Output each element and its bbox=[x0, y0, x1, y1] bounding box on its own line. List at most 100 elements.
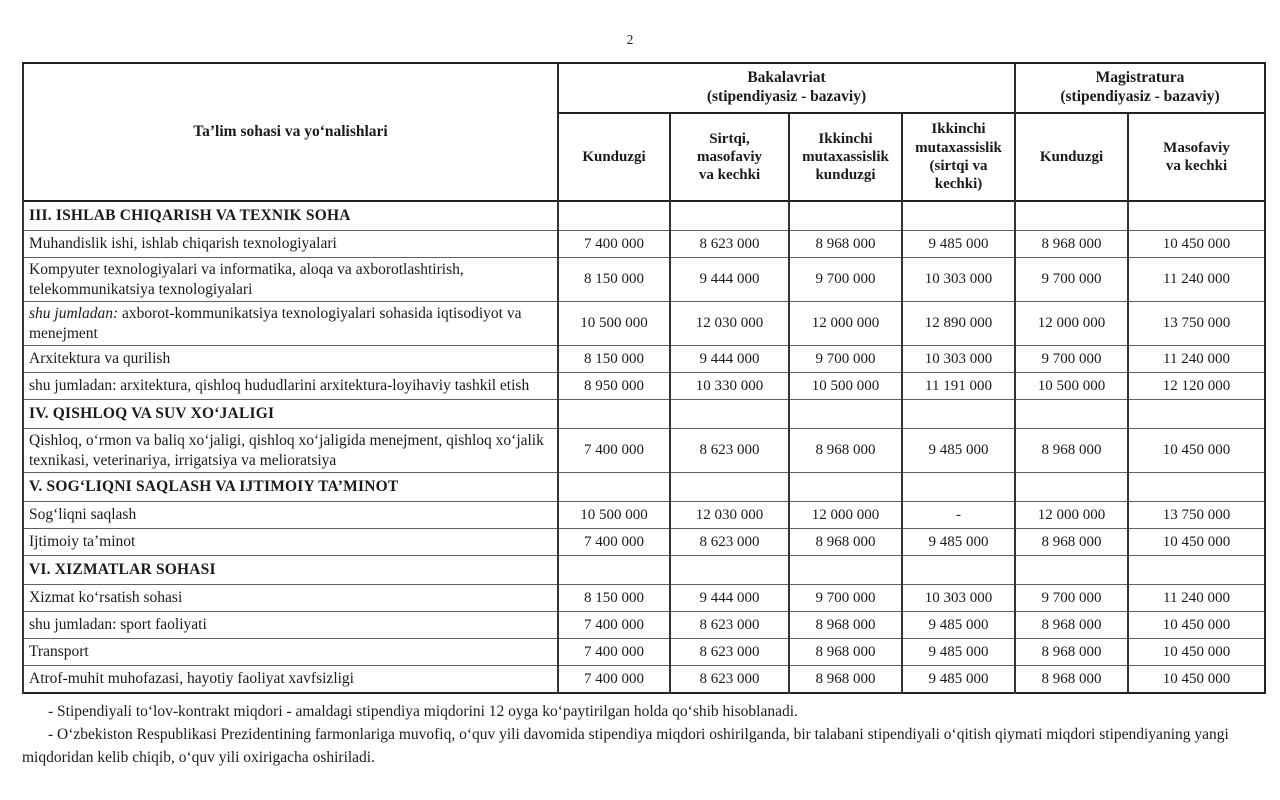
row-label: Ijtimoiy ta’minot bbox=[22, 528, 558, 556]
fee-value-cell: 9 485 000 bbox=[901, 611, 1015, 639]
fee-value-cell: 8 623 000 bbox=[669, 611, 789, 639]
fee-value-cell: 10 500 000 bbox=[557, 301, 670, 346]
fee-value-cell bbox=[1014, 472, 1128, 502]
table-row: shu jumladan: sport faoliyati 7 400 000 8 … bbox=[22, 611, 1265, 639]
fee-value-cell bbox=[557, 555, 670, 585]
row-label: Arxitektura va qurilish bbox=[22, 345, 558, 373]
fee-value-cell bbox=[788, 399, 902, 429]
group-header-magistratura: Magistratura (stipendiyasiz - bazaviy) bbox=[1014, 62, 1265, 113]
fee-value-cell: 9 485 000 bbox=[901, 528, 1015, 556]
fee-value-cell: 7 400 000 bbox=[557, 428, 670, 473]
table-row: Atrof-muhit muhofazasi, hayotiy faoliyat… bbox=[22, 665, 1265, 694]
fee-value-cell bbox=[1127, 200, 1265, 231]
fee-value-cell: - bbox=[901, 501, 1015, 529]
fee-value-cell: 12 030 000 bbox=[669, 301, 789, 346]
footnotes: - Stipendiyali to‘lov-kontrakt miqdori -… bbox=[22, 700, 1262, 769]
table-row: shu jumladan: axborot-kommunikatsiya tex… bbox=[22, 301, 1265, 346]
row-label-italic-prefix: shu jumladan: bbox=[29, 305, 119, 323]
fee-value-cell: 7 400 000 bbox=[557, 528, 670, 556]
row-label: Kompyuter texnologiyalari va informatika… bbox=[22, 256, 558, 302]
table-row: Xizmat ko‘rsatish sohasi 8 150 000 9 444 0… bbox=[22, 584, 1265, 612]
sub-header-row: Kunduzgi Sirtqi, masofaviy va kechki Ikkin… bbox=[23, 112, 1265, 201]
fee-value-cell: 8 623 000 bbox=[669, 665, 789, 694]
row-label: Sog‘liqni saqlash bbox=[22, 501, 558, 529]
fee-value-cell: 10 500 000 bbox=[557, 501, 670, 529]
fee-value-cell bbox=[788, 200, 902, 231]
fee-value-cell: 12 120 000 bbox=[1127, 372, 1265, 400]
fee-value-cell: 10 330 000 bbox=[669, 372, 789, 400]
fee-value-cell: 9 444 000 bbox=[669, 256, 789, 302]
fee-value-cell bbox=[1014, 399, 1128, 429]
section-row: V. SOG‘LIQNI SAQLASH VA IJTIMOIY TA’MINO… bbox=[22, 472, 1265, 502]
fee-value-cell: 10 450 000 bbox=[1127, 638, 1265, 666]
tuition-fees-table: Ta’lim sohasi va yo‘nalishlari Bakalavri… bbox=[22, 62, 1266, 695]
fee-value-cell bbox=[557, 399, 670, 429]
fee-value-cell: 9 700 000 bbox=[1014, 345, 1128, 373]
fee-value-cell: 8 950 000 bbox=[557, 372, 670, 400]
fee-value-cell: 8 968 000 bbox=[788, 230, 902, 258]
fee-value-cell: 10 303 000 bbox=[901, 256, 1015, 302]
fee-value-cell: 12 890 000 bbox=[901, 301, 1015, 346]
fee-value-cell: 12 000 000 bbox=[788, 501, 902, 529]
fee-value-cell bbox=[669, 399, 789, 429]
sub-header-cell: Kunduzgi bbox=[557, 112, 670, 201]
fee-value-cell: 7 400 000 bbox=[557, 611, 670, 639]
row-label: shu jumladan: arxitektura, qishloq hudud… bbox=[22, 372, 558, 400]
fee-value-cell: 8 968 000 bbox=[1014, 638, 1128, 666]
sub-header-cell: Kunduzgi bbox=[1014, 112, 1128, 201]
fee-value-cell: 10 303 000 bbox=[901, 345, 1015, 373]
fee-value-cell: 8 150 000 bbox=[557, 584, 670, 612]
fee-value-cell: 8 968 000 bbox=[788, 428, 902, 473]
fee-value-cell: 10 303 000 bbox=[901, 584, 1015, 612]
row-label: IV. QISHLOQ VA SUV XO‘JALIGI bbox=[22, 399, 558, 429]
fee-value-cell: 13 750 000 bbox=[1127, 501, 1265, 529]
fee-value-cell: 9 444 000 bbox=[669, 584, 789, 612]
section-row: VI. XIZMATLAR SOHASI bbox=[22, 555, 1265, 585]
fee-value-cell: 12 000 000 bbox=[788, 301, 902, 346]
fee-value-cell: 8 150 000 bbox=[557, 345, 670, 373]
table-row: shu jumladan: arxitektura, qishloq hudud… bbox=[22, 372, 1265, 400]
footnote-1: - Stipendiyali to‘lov-kontrakt miqdori -… bbox=[48, 703, 798, 720]
fee-value-cell: 9 485 000 bbox=[901, 638, 1015, 666]
fee-value-cell: 7 400 000 bbox=[557, 665, 670, 694]
fee-value-cell: 10 500 000 bbox=[1014, 372, 1128, 400]
fee-value-cell: 9 700 000 bbox=[788, 345, 902, 373]
row-label: VI. XIZMATLAR SOHASI bbox=[22, 555, 558, 585]
row-label: Muhandislik ishi, ishlab chiqarish texno… bbox=[22, 230, 558, 258]
fee-value-cell: 9 485 000 bbox=[901, 428, 1015, 473]
fee-value-cell: 8 623 000 bbox=[669, 638, 789, 666]
table-row: Transport 7 400 000 8 623 000 8 968 000 9 48… bbox=[22, 638, 1265, 666]
fee-value-cell: 10 450 000 bbox=[1127, 230, 1265, 258]
footnote-2: - O‘zbekiston Respublikasi Prezidentinin… bbox=[22, 726, 1229, 766]
group-header-row: Ta’lim sohasi va yo‘nalishlari Bakalavri… bbox=[22, 62, 1265, 201]
row-label: Qishloq, o‘rmon va baliq xo‘jaligi, qish… bbox=[22, 428, 558, 473]
sub-header-cell: Ikkinchi mutaxassislik (sirtqi va kechki… bbox=[901, 112, 1015, 201]
fee-value-cell: 8 968 000 bbox=[788, 638, 902, 666]
row-label: V. SOG‘LIQNI SAQLASH VA IJTIMOIY TA’MINO… bbox=[22, 472, 558, 502]
fee-value-cell bbox=[788, 472, 902, 502]
fee-value-cell: 10 450 000 bbox=[1127, 665, 1265, 694]
fee-value-cell bbox=[901, 472, 1015, 502]
group-header-bakalavriat: Bakalavriat (stipendiyasiz - bazaviy) bbox=[557, 62, 1015, 113]
row-label: shu jumladan: axborot-kommunikatsiya tex… bbox=[22, 301, 558, 346]
fee-value-cell: 12 000 000 bbox=[1014, 501, 1128, 529]
fee-value-cell: 9 485 000 bbox=[901, 230, 1015, 258]
fee-value-cell: 8 968 000 bbox=[788, 611, 902, 639]
fee-value-cell: 10 500 000 bbox=[788, 372, 902, 400]
fee-value-cell bbox=[557, 200, 670, 231]
fee-value-cell: 8 623 000 bbox=[669, 428, 789, 473]
fee-value-cell bbox=[1014, 555, 1128, 585]
row-label: III. ISHLAB CHIQARISH VA TEXNIK SOHA bbox=[22, 200, 558, 231]
fee-value-cell: 11 240 000 bbox=[1127, 345, 1265, 373]
fee-value-cell bbox=[557, 472, 670, 502]
fee-value-cell bbox=[669, 200, 789, 231]
fee-value-cell bbox=[901, 200, 1015, 231]
fee-value-cell: 11 191 000 bbox=[901, 372, 1015, 400]
fee-value-cell: 9 700 000 bbox=[788, 256, 902, 302]
fee-value-cell: 13 750 000 bbox=[1127, 301, 1265, 346]
fee-value-cell: 8 968 000 bbox=[1014, 611, 1128, 639]
fee-value-cell: 9 700 000 bbox=[1014, 256, 1128, 302]
fee-value-cell: 10 450 000 bbox=[1127, 528, 1265, 556]
fee-value-cell: 8 968 000 bbox=[1014, 230, 1128, 258]
row-label: Transport bbox=[22, 638, 558, 666]
